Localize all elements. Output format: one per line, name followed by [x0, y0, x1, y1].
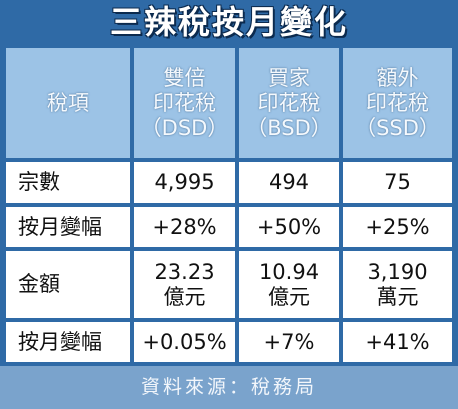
cell-text: +41% — [365, 329, 430, 354]
data-cell: +28% — [134, 207, 235, 247]
row-label: 金額 — [6, 251, 130, 318]
row-label: 按月變幅 — [6, 322, 130, 362]
cell-text: 億元 — [163, 284, 206, 309]
data-cell: +50% — [239, 207, 339, 247]
data-cell: +0.05% — [134, 322, 235, 362]
cell-text: 印花稅 — [153, 90, 216, 115]
cell-text: +0.05% — [142, 329, 227, 354]
cell-text: （DSD） — [140, 115, 229, 140]
header-cell: 雙倍 印花稅 （DSD） — [134, 48, 235, 158]
cell-text: 稅項 — [47, 90, 89, 115]
cell-text: 23.23 — [154, 259, 215, 284]
cell-text: 宗數 — [18, 170, 60, 194]
cell-text: 億元 — [268, 284, 310, 309]
cell-text: 按月變幅 — [18, 214, 102, 239]
header-cell: 稅項 — [6, 48, 130, 158]
data-cell: +41% — [343, 322, 452, 362]
title: 三辣稅按月變化 — [109, 3, 348, 41]
cell-text: +50% — [256, 214, 322, 239]
cell-text: 萬元 — [376, 284, 419, 309]
cell-text: 印花稅 — [366, 90, 429, 115]
cell-text: +7% — [263, 329, 315, 354]
cell-text: +25% — [365, 214, 430, 239]
cell-text: 4,995 — [154, 170, 215, 194]
data-cell: +25% — [343, 207, 452, 247]
source-note: 資料來源：稅務局 — [0, 366, 458, 409]
data-cell: 4,995 — [134, 162, 235, 203]
data-cell: 494 — [239, 162, 339, 203]
cell-text: 雙倍 — [163, 65, 206, 90]
cell-text: （SSD） — [355, 115, 440, 140]
cell-text: 金額 — [18, 272, 60, 296]
cell-text: 10.94 — [258, 259, 320, 284]
cell-text: 買家 — [268, 65, 310, 90]
cell-text: 494 — [268, 170, 310, 194]
cell-text: 額外 — [376, 65, 419, 90]
row-label: 按月變幅 — [6, 207, 130, 247]
cell-text: 3,190 — [367, 259, 428, 284]
data-cell: 23.23 億元 — [134, 251, 235, 318]
data-cell: 10.94 億元 — [239, 251, 339, 318]
data-cell: 3,190 萬元 — [343, 251, 452, 318]
cell-text: +28% — [152, 214, 217, 239]
header-cell: 買家 印花稅 （BSD） — [239, 48, 339, 158]
row-label: 宗數 — [6, 162, 130, 203]
cell-text: （BSD） — [246, 115, 332, 140]
cell-text: 75 — [384, 170, 411, 194]
header-cell: 額外 印花稅 （SSD） — [343, 48, 452, 158]
cell-text: 印花稅 — [257, 90, 321, 115]
data-cell: 75 — [343, 162, 452, 203]
data-cell: +7% — [239, 322, 339, 362]
cell-text: 按月變幅 — [18, 329, 102, 354]
